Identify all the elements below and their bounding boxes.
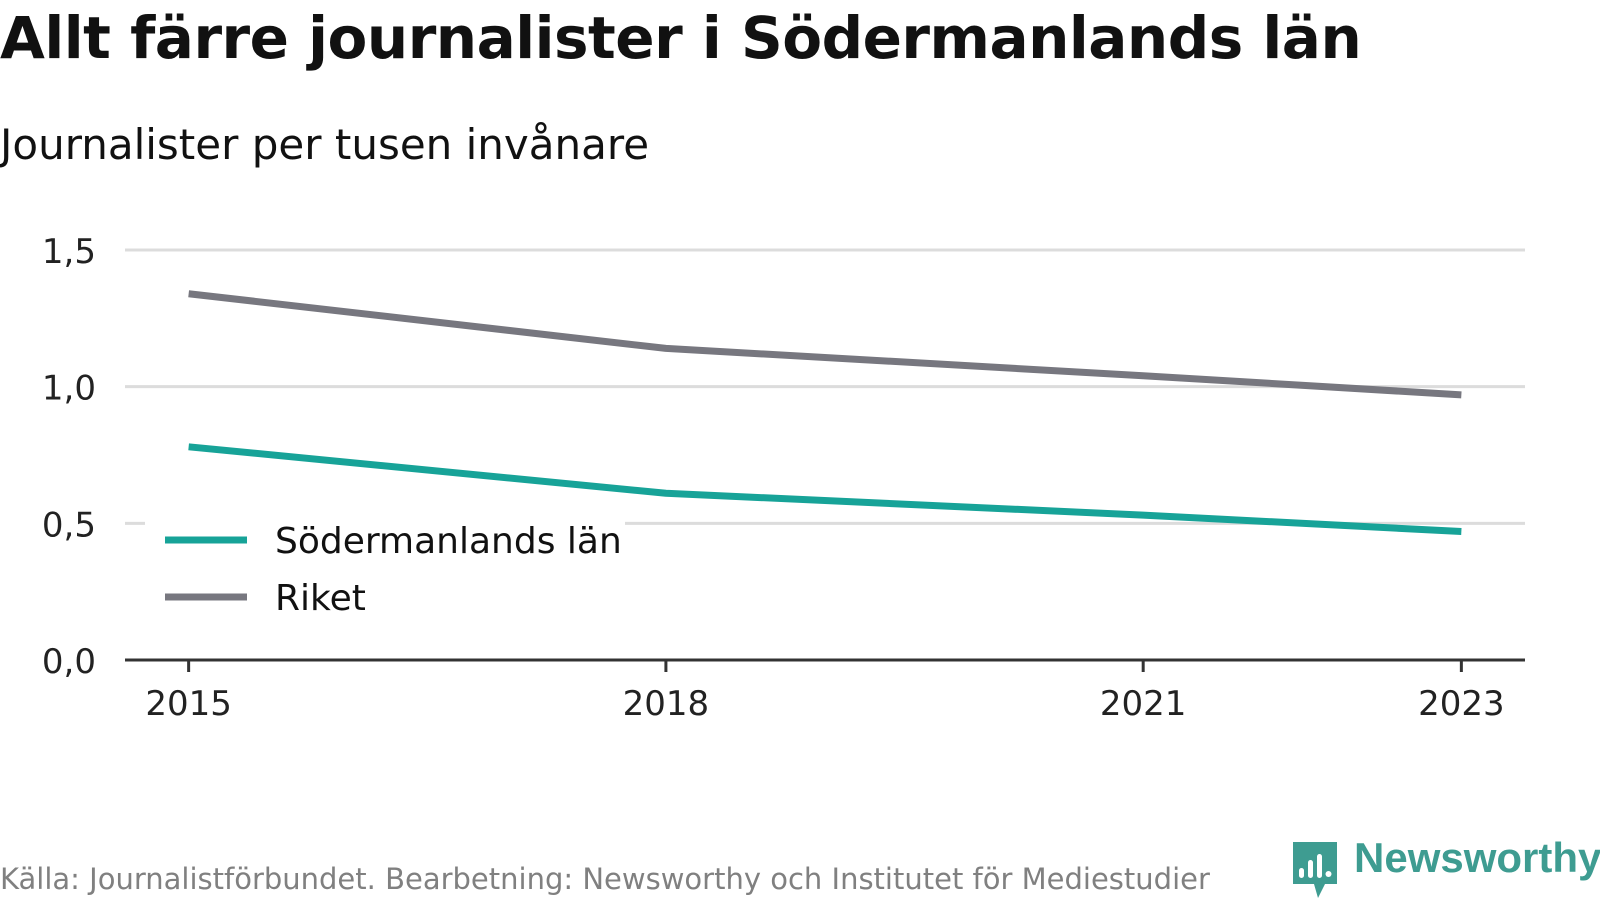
chart-subtitle: Journalister per tusen invånare — [0, 120, 650, 169]
x-tick-label: 2021 — [1100, 684, 1187, 724]
legend: Södermanlands län Riket — [145, 505, 625, 635]
x-tick-label: 2018 — [623, 684, 710, 724]
source-note: Källa: Journalistförbundet. Bearbetning:… — [0, 862, 1210, 896]
series-line-sodermanland — [188, 443, 1462, 536]
y-tick-label: 0,0 — [42, 642, 96, 682]
series-lines — [188, 290, 1462, 536]
brand-name: Newsworthy — [1354, 834, 1600, 881]
x-tick-label: 2015 — [145, 684, 232, 724]
legend-label: Södermanlands län — [275, 521, 622, 562]
x-axis: 2015 2018 2021 2023 — [125, 658, 1525, 724]
y-tick-label: 0,5 — [42, 505, 96, 545]
x-tick-label: 2023 — [1418, 684, 1505, 724]
chart-title: Allt färre journalister i Södermanlands … — [0, 4, 1362, 72]
legend-label: Riket — [275, 578, 366, 619]
newsworthy-logo: Newsworthy — [1290, 834, 1600, 900]
series-line-riket — [188, 290, 1462, 399]
line-chart: 0,0 0,5 1,0 1,5 2015 2018 2021 2023 Södermanla… — [42, 232, 1525, 724]
legend-background — [145, 505, 625, 635]
newsworthy-logo-icon — [1293, 842, 1337, 898]
y-tick-label: 1,0 — [42, 369, 96, 409]
y-axis: 0,0 0,5 1,0 1,5 — [42, 232, 96, 682]
y-tick-label: 1,5 — [42, 232, 96, 272]
